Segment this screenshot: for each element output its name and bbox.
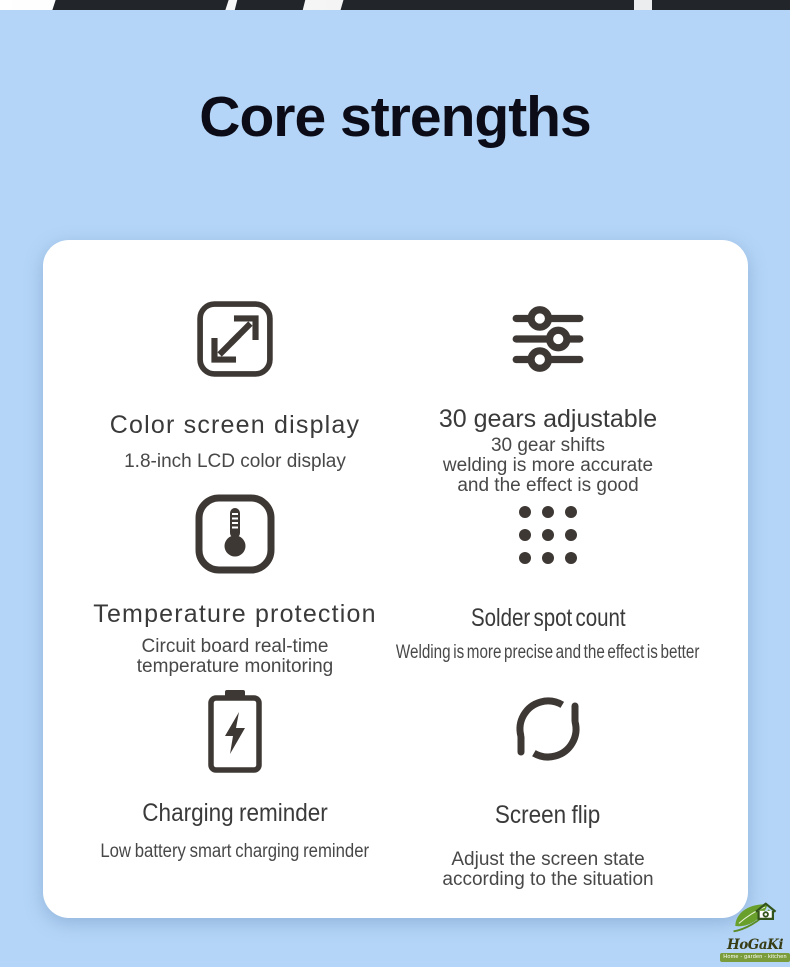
feature-subtitle: Circuit board real-time temperature moni… <box>136 635 334 677</box>
feature-title: Solder spot count <box>470 604 626 632</box>
feature-solder-spot-count: Solder spot count Welding is more precis… <box>378 502 718 663</box>
feature-subtitle: Adjust the screen state according to the… <box>442 848 654 890</box>
battery-charging-icon <box>207 690 263 774</box>
brand-logo: HoGaKi Home - garden - kitchen <box>720 901 790 962</box>
photo-fragment <box>514 0 634 10</box>
feature-title: Color screen display <box>109 411 361 439</box>
photo-fragment <box>234 0 306 10</box>
sliders-icon <box>509 300 587 378</box>
feature-title: 30 gears adjustable <box>438 405 658 433</box>
core-strengths-card: Color screen display 1.8-inch LCD color … <box>43 240 748 918</box>
feature-30-gears-adjustable: 30 gears adjustable 30 gear shifts weldi… <box>378 300 718 496</box>
feature-title: Screen flip <box>495 801 601 829</box>
cropped-photo-strip <box>0 0 790 10</box>
brand-tagline: Home - garden - kitchen <box>720 953 790 962</box>
thermometer-icon <box>194 493 276 575</box>
screen-flip-icon <box>509 690 587 768</box>
feature-subtitle: Low battery smart charging reminder <box>100 840 370 862</box>
photo-fragment <box>52 0 229 10</box>
feature-temperature-protection: Temperature protection Circuit board rea… <box>65 493 405 677</box>
feature-screen-flip: Screen flip Adjust the screen state acco… <box>378 690 718 890</box>
brand-name: HoGaKi <box>727 937 783 953</box>
expand-icon <box>196 300 274 378</box>
dots-grid-icon <box>515 502 581 568</box>
photo-fragment <box>340 0 522 10</box>
photo-fragment <box>652 0 790 10</box>
page-title: Core strengths <box>199 85 591 149</box>
feature-color-screen-display: Color screen display 1.8-inch LCD color … <box>65 300 405 472</box>
feature-title: Temperature protection <box>93 600 377 628</box>
feature-title: Charging reminder <box>142 799 328 827</box>
feature-subtitle: 1.8-inch LCD color display <box>124 450 346 472</box>
leaf-house-icon <box>729 901 781 940</box>
feature-subtitle: Welding is more precise and the effect i… <box>396 641 700 663</box>
feature-subtitle: 30 gear shifts welding is more accurate … <box>442 434 654 496</box>
feature-charging-reminder: Charging reminder Low battery smart char… <box>65 690 405 862</box>
